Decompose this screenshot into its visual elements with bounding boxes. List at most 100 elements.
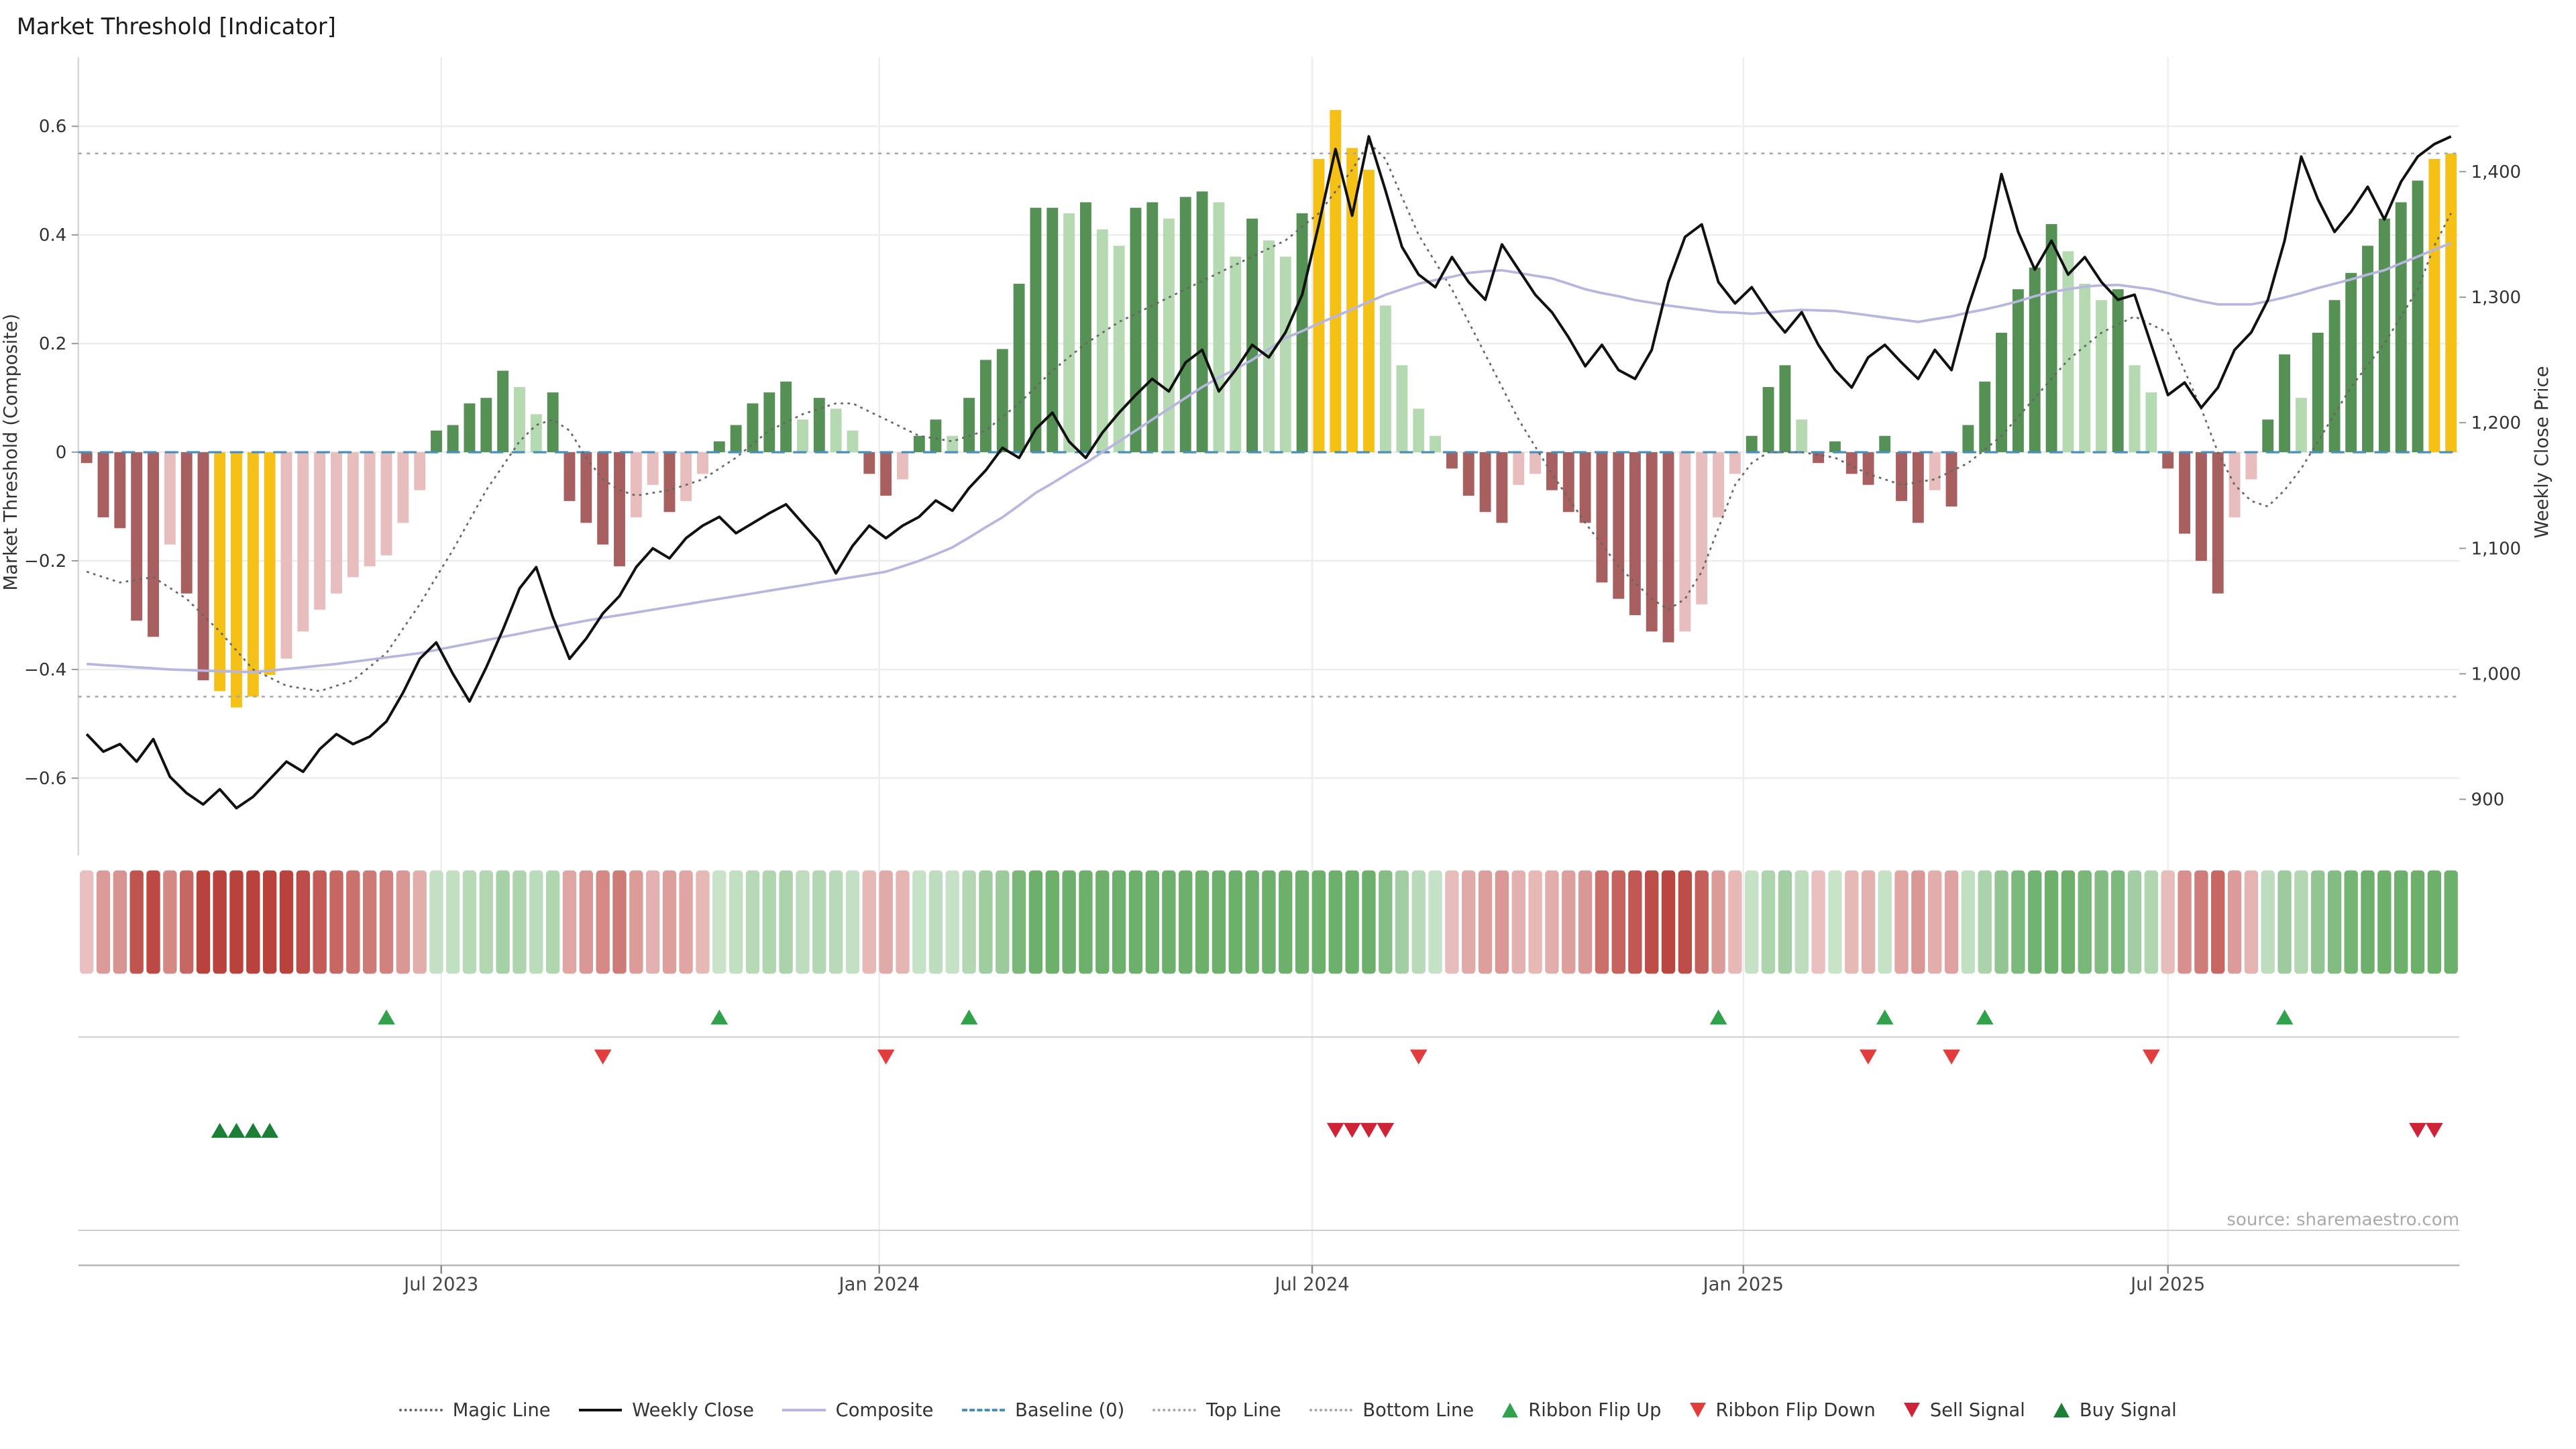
threshold-bar	[863, 451, 875, 474]
threshold-bar	[1746, 435, 1758, 452]
threshold-bar	[1729, 451, 1741, 474]
ribbon-cell	[1112, 870, 1126, 974]
legend-item-magic-line: Magic Line	[399, 1400, 551, 1421]
threshold-bar	[464, 402, 476, 452]
ribbon-cell	[1345, 870, 1359, 974]
threshold-bar	[847, 430, 859, 452]
ribbon-cell	[1661, 870, 1676, 974]
threshold-bar	[1263, 239, 1275, 452]
threshold-bar	[231, 451, 242, 708]
ribbon-cell	[1495, 870, 1509, 974]
threshold-bar	[947, 435, 959, 452]
ribbon-cell	[1411, 870, 1426, 974]
right-axis-label: Weekly Close Price	[2532, 366, 2553, 538]
threshold-bar	[963, 397, 975, 452]
ribbon-cell	[1745, 870, 1759, 974]
threshold-bar	[530, 413, 542, 452]
indicator-chart: 0.6 0.4 0.2 0 −0.2 −0.4 −0.6 1,400 1,300 1,200 1,1…	[1, 56, 2553, 1295]
threshold-bar	[1230, 256, 1242, 452]
legend: Magic Line Weekly Close Composite Baseline …	[0, 1400, 2576, 1421]
threshold-bar	[1479, 451, 1491, 512]
ribbon-cell	[2161, 870, 2175, 974]
ribbon-cell	[2127, 870, 2142, 974]
ribbon-cell	[296, 870, 310, 974]
threshold-bar	[2395, 202, 2407, 452]
source-note: source: sharemaestro.com	[2226, 1210, 2459, 1230]
legend-label: Top Line	[1205, 1399, 1281, 1421]
threshold-bar	[630, 451, 642, 517]
ribbon-cell	[262, 870, 277, 974]
ribbon-cell	[513, 870, 527, 974]
sell-signal-marker	[1343, 1122, 1361, 1138]
ribbon-cell	[129, 870, 144, 974]
threshold-bar	[1213, 202, 1225, 452]
ribbon-cell	[1994, 870, 2008, 974]
threshold-bar	[2079, 283, 2091, 452]
triangle-up-icon	[1502, 1403, 1519, 1418]
left-axis-label: Market Threshold (Composite)	[1, 313, 21, 590]
ribbon-cell	[1445, 870, 1459, 974]
dashed-line-icon	[961, 1409, 1006, 1412]
threshold-bar	[2195, 451, 2207, 561]
ribbon-flip-up-marker	[2275, 1009, 2294, 1024]
threshold-bar	[830, 408, 842, 452]
ribbon-cell	[329, 870, 343, 974]
ribbon-cell	[445, 870, 460, 974]
ribbon-cell	[1894, 870, 1909, 974]
ribbon-cell	[579, 870, 594, 974]
ribbon-cell	[396, 870, 411, 974]
threshold-bar	[913, 435, 925, 452]
sell-signal-marker	[2425, 1122, 2443, 1138]
ribbon-flip-down-marker	[1409, 1049, 1428, 1065]
threshold-bar	[2362, 245, 2373, 452]
left-axis-tick: −0.6	[24, 768, 66, 788]
ribbon-cell	[745, 870, 760, 974]
threshold-bar	[1030, 207, 1042, 452]
ribbon-cell	[346, 870, 360, 974]
ribbon-cell	[545, 870, 560, 974]
ribbon-cell	[246, 870, 260, 974]
ribbon-cell	[2410, 870, 2425, 974]
threshold-bar	[1396, 364, 1408, 452]
sell-signal-marker	[2409, 1122, 2426, 1138]
ribbon-flip-down-marker	[2142, 1049, 2160, 1065]
ribbon-cell	[562, 870, 577, 974]
threshold-bar	[1829, 441, 1841, 452]
threshold-bar	[696, 451, 708, 474]
ribbon-cell	[2377, 870, 2392, 974]
ribbon-cell	[2028, 870, 2042, 974]
dotted-line-icon	[1152, 1409, 1197, 1412]
ribbon-cell	[1578, 870, 1593, 974]
gridlines	[77, 56, 2460, 1265]
ribbon-cell	[645, 870, 660, 974]
ribbon-cell	[828, 870, 843, 974]
threshold-bar	[1562, 451, 1574, 512]
triangle-down-icon	[1689, 1403, 1706, 1418]
threshold-bar	[297, 451, 309, 631]
ribbon-cell	[1811, 870, 1825, 974]
ribbon-cell	[362, 870, 377, 974]
threshold-bar	[347, 451, 359, 577]
ribbon-cell	[1595, 870, 1609, 974]
ribbon-cell	[2244, 870, 2259, 974]
buy-signal-marker	[211, 1122, 229, 1138]
chart-title: Market Threshold [Indicator]	[16, 13, 336, 40]
ribbon-cell	[113, 870, 127, 974]
threshold-bar	[1246, 218, 1258, 452]
ribbon-cell	[762, 870, 776, 974]
ribbon-cell	[1362, 870, 1376, 974]
ribbon-cell	[862, 870, 877, 974]
ribbon-cell	[1428, 870, 1442, 974]
ribbon-cell	[2261, 870, 2275, 974]
threshold-bar	[114, 451, 126, 528]
threshold-bar	[2145, 392, 2157, 452]
threshold-bar	[97, 451, 109, 517]
ribbon-cell	[1695, 870, 1709, 974]
threshold-bar	[1080, 202, 1091, 452]
legend-item-sell-signal: Sell Signal	[1904, 1400, 2025, 1421]
ribbon-cell	[2227, 870, 2242, 974]
buy-signal-marker	[261, 1122, 279, 1138]
ribbon-cell	[1545, 870, 1559, 974]
threshold-bar	[1879, 435, 1891, 452]
